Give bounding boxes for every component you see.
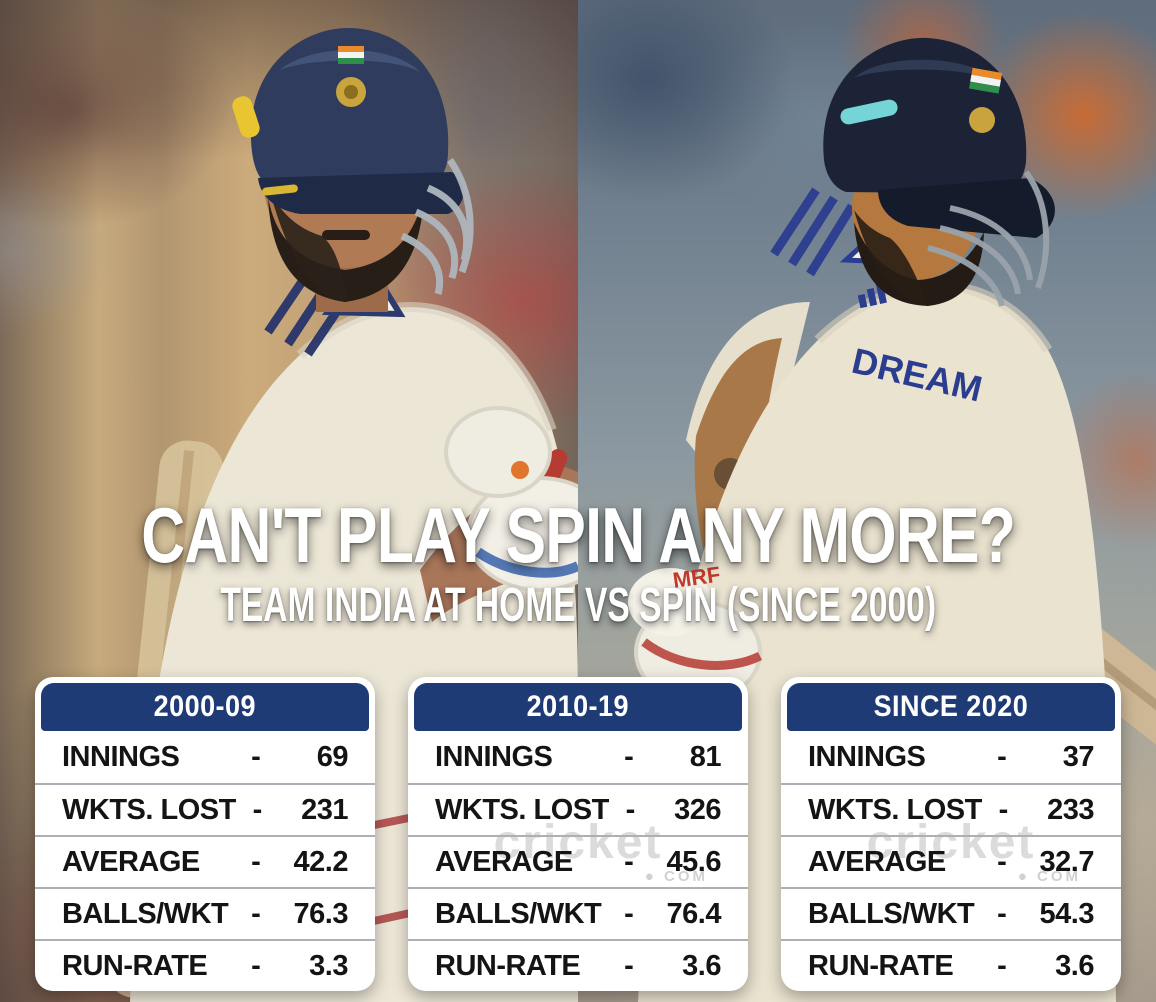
- stat-dash: -: [251, 949, 261, 982]
- stat-row-wkts-lost: WKTS. LOST - 231: [35, 783, 375, 835]
- stat-dash: -: [625, 793, 636, 826]
- card-period-header: 2010-19: [414, 683, 742, 731]
- stat-dash: -: [252, 793, 263, 826]
- arm-and-gloves: [420, 406, 578, 622]
- period-label: 2000-09: [153, 690, 257, 723]
- stat-label: AVERAGE: [435, 845, 573, 878]
- helmet: [232, 28, 464, 214]
- helmet-grille: [400, 158, 474, 295]
- stat-value: 45.6: [666, 845, 722, 878]
- stat-value: 42.2: [293, 845, 349, 878]
- stat-row-balls-wkt: BALLS/WKT - 54.3: [781, 887, 1121, 939]
- stat-row-innings: INNINGS - 81: [408, 731, 748, 783]
- stat-value: 3.3: [309, 949, 348, 982]
- stat-value: 76.4: [666, 897, 722, 930]
- shoulder-stripes: [770, 187, 856, 277]
- stat-row-run-rate: RUN-RATE - 3.6: [781, 939, 1121, 991]
- stat-dash: -: [997, 949, 1007, 982]
- stat-label: INNINGS: [435, 740, 553, 773]
- helmet-emblem: [336, 46, 366, 107]
- stat-label: WKTS. LOST: [62, 793, 236, 826]
- stat-value: 231: [301, 793, 348, 826]
- card-period-header: 2000-09: [41, 683, 369, 731]
- stat-label: RUN-RATE: [435, 949, 581, 982]
- stat-label: BALLS/WKT: [62, 897, 229, 930]
- stat-dash: -: [251, 897, 261, 930]
- stat-row-run-rate: RUN-RATE - 3.6: [408, 939, 748, 991]
- helmet-grille: [927, 170, 1050, 307]
- stat-row-run-rate: RUN-RATE - 3.3: [35, 939, 375, 991]
- stat-dash: -: [997, 897, 1007, 930]
- stats-card-2000-09: 2000-09 INNINGS - 69 WKTS. LOST - 231 AV…: [35, 677, 375, 991]
- stat-label: INNINGS: [62, 740, 180, 773]
- stat-cards: 2000-09 INNINGS - 69 WKTS. LOST - 231 AV…: [35, 677, 1121, 991]
- stat-row-wkts-lost: WKTS. LOST - 233: [781, 783, 1121, 835]
- stat-label: BALLS/WKT: [435, 897, 602, 930]
- stat-label: RUN-RATE: [62, 949, 208, 982]
- stat-dash: -: [997, 740, 1007, 773]
- stat-row-average: AVERAGE - 45.6: [408, 835, 748, 887]
- stat-value: 326: [674, 793, 721, 826]
- helmet-flag-emblem: [968, 67, 1003, 94]
- stats-card-since-2020: SINCE 2020 cricket ● COM INNINGS - 37 WK…: [781, 677, 1121, 991]
- stat-dash: -: [624, 949, 634, 982]
- stat-value: 37: [1062, 740, 1095, 773]
- stat-label: BALLS/WKT: [808, 897, 975, 930]
- brand-logo: [857, 282, 887, 309]
- headline-block: CAN'T PLAY SPIN ANY MORE? TEAM INDIA AT …: [0, 491, 1156, 630]
- stat-dash: -: [251, 740, 261, 773]
- stat-row-balls-wkt: BALLS/WKT - 76.4: [408, 887, 748, 939]
- stat-dash: -: [997, 845, 1007, 878]
- stat-label: WKTS. LOST: [435, 793, 609, 826]
- stat-value: 54.3: [1039, 897, 1095, 930]
- stats-card-2010-19: 2010-19 cricket ● COM INNINGS - 81 WKTS.…: [408, 677, 748, 991]
- stat-value: 233: [1047, 793, 1094, 826]
- stat-row-wkts-lost: WKTS. LOST - 326: [408, 783, 748, 835]
- stat-dash: -: [624, 845, 634, 878]
- stat-row-balls-wkt: BALLS/WKT - 76.3: [35, 887, 375, 939]
- stat-row-innings: INNINGS - 69: [35, 731, 375, 783]
- stat-label: AVERAGE: [808, 845, 946, 878]
- card-period-header: SINCE 2020: [787, 683, 1115, 731]
- stat-label: WKTS. LOST: [808, 793, 982, 826]
- stat-label: AVERAGE: [62, 845, 200, 878]
- period-label: 2010-19: [526, 690, 630, 723]
- headline: CAN'T PLAY SPIN ANY MORE?: [141, 491, 1016, 579]
- stat-dash: -: [624, 897, 634, 930]
- stat-dash: -: [624, 740, 634, 773]
- stat-value: 32.7: [1039, 845, 1095, 878]
- stat-label: RUN-RATE: [808, 949, 954, 982]
- subheadline-row: TEAM INDIA AT HOME VS SPIN (SINCE 2000): [0, 582, 1156, 630]
- helmet: [823, 37, 1055, 238]
- stat-value: 69: [316, 740, 349, 773]
- stat-row-innings: INNINGS - 37: [781, 731, 1121, 783]
- stat-label: INNINGS: [808, 740, 926, 773]
- stat-value: 76.3: [293, 897, 349, 930]
- stat-dash: -: [998, 793, 1009, 826]
- stat-value: 3.6: [682, 949, 721, 982]
- subheadline: TEAM INDIA AT HOME VS SPIN (SINCE 2000): [220, 579, 936, 633]
- stat-row-average: AVERAGE - 32.7: [781, 835, 1121, 887]
- stat-value: 81: [689, 740, 722, 773]
- stat-row-average: AVERAGE - 42.2: [35, 835, 375, 887]
- stat-value: 3.6: [1055, 949, 1094, 982]
- period-label: SINCE 2020: [873, 690, 1029, 723]
- stat-dash: -: [251, 845, 261, 878]
